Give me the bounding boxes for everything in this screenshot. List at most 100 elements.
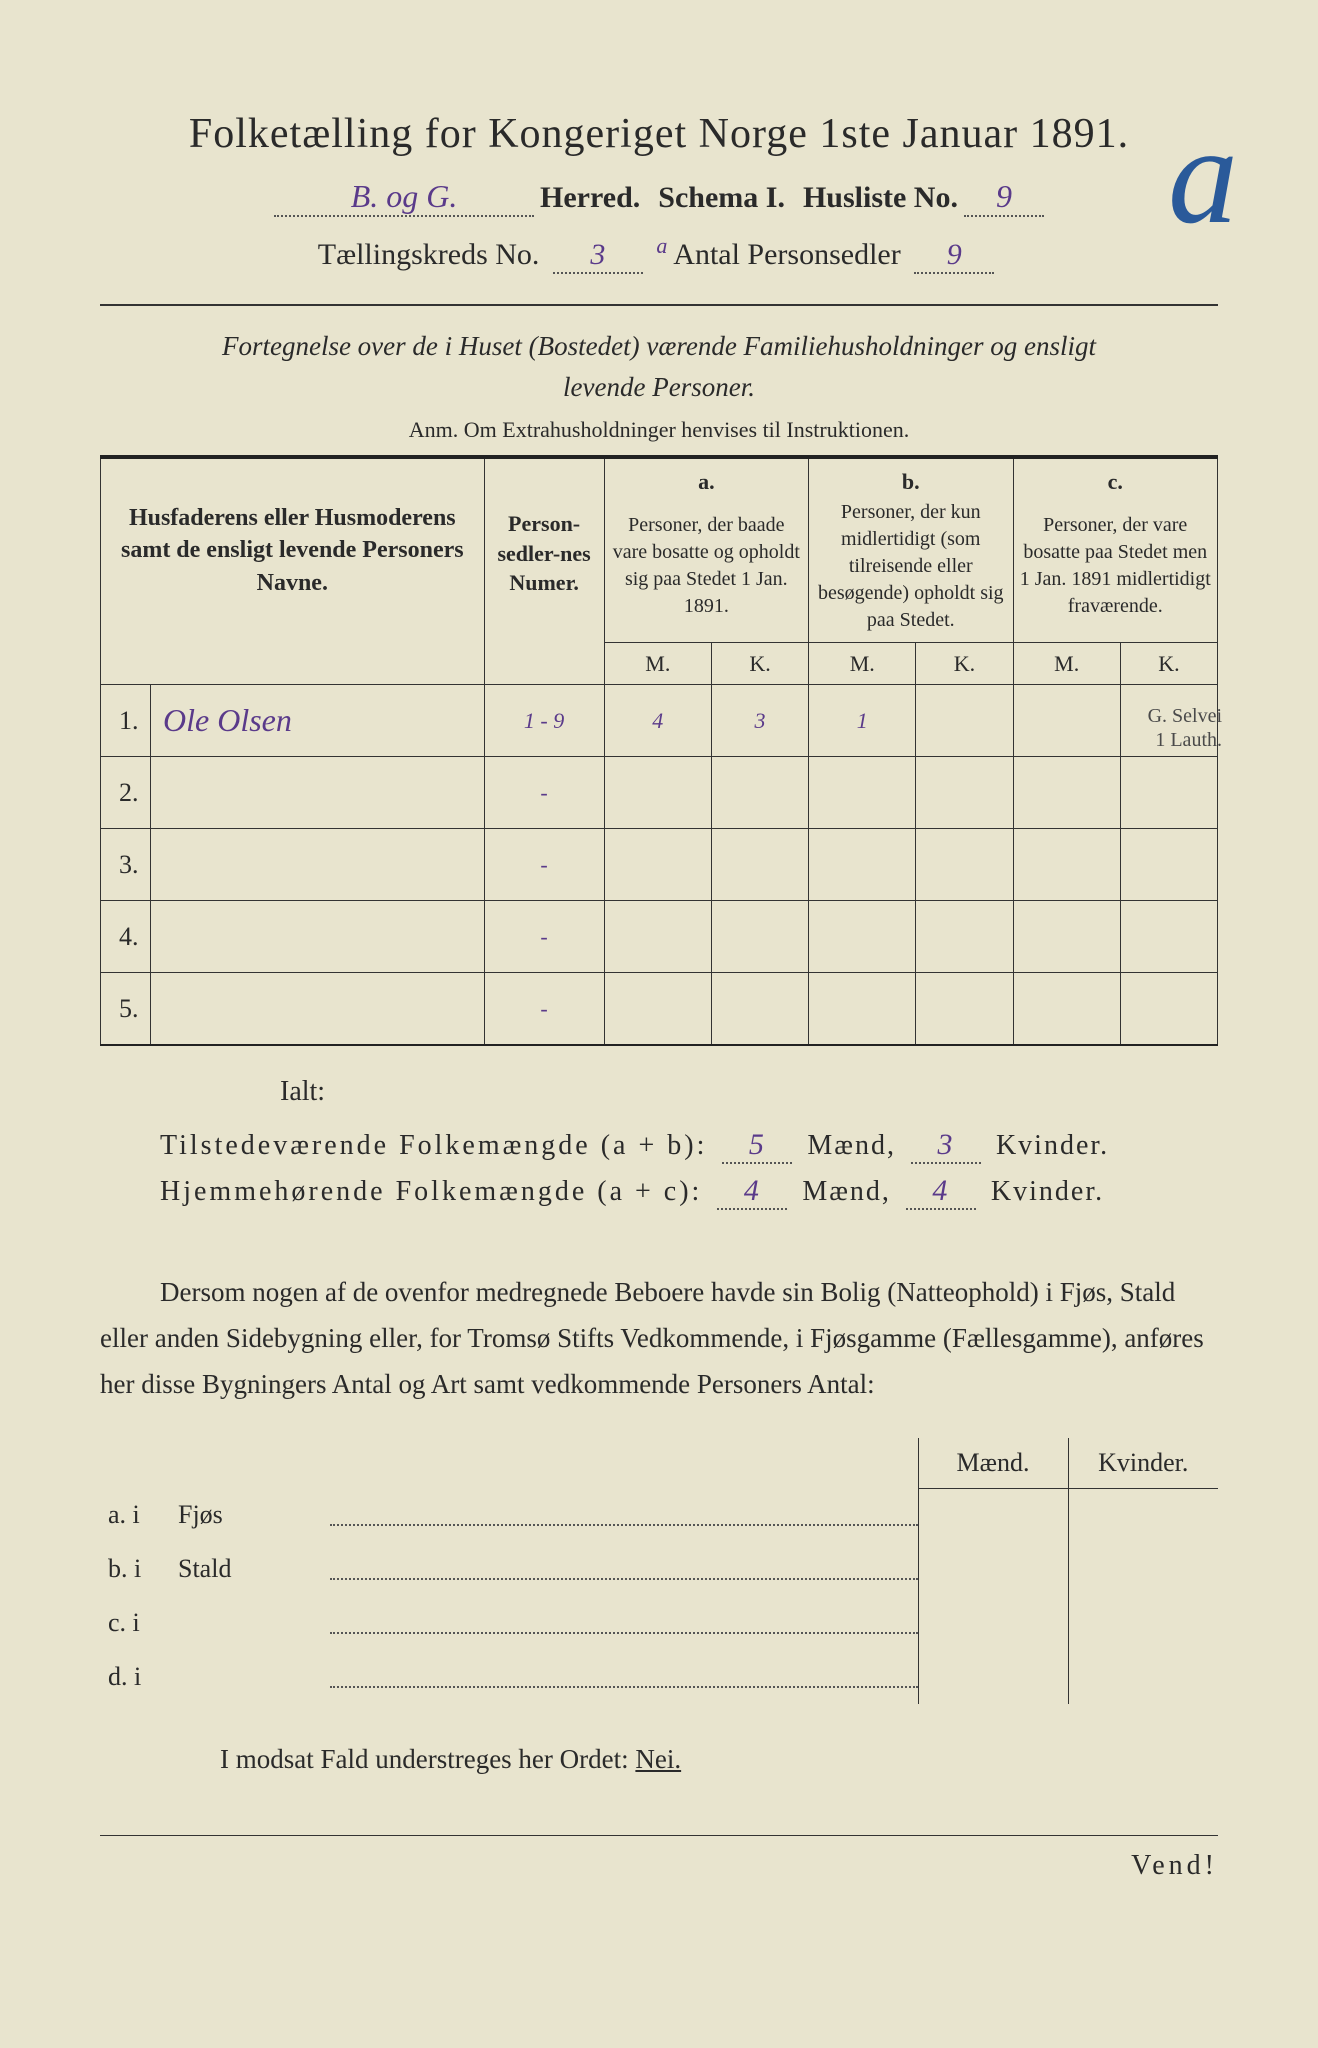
table-row: 4. - <box>101 901 1218 973</box>
sub-row-label: b. i <box>100 1542 170 1596</box>
maend-label-1: Mænd, <box>807 1130 896 1161</box>
row-a-m <box>604 829 711 901</box>
sub-row-m <box>918 1650 1068 1704</box>
page-mark-letter: a <box>1168 120 1238 232</box>
tilstede-label: Tilstedeværende Folkemængde (a + b): <box>160 1130 707 1161</box>
row-c-m <box>1013 829 1120 901</box>
row-a-m: 4 <box>604 685 711 757</box>
page-title: Folketælling for Kongeriget Norge 1ste J… <box>100 110 1218 158</box>
th-b-m: M. <box>809 642 916 685</box>
row-c-m <box>1013 757 1120 829</box>
sub-row-k <box>1068 1488 1218 1542</box>
sidebygning-table: Mænd. Kvinder. a. iFjøsb. iStaldc. id. i <box>100 1438 1218 1705</box>
sub-row-type <box>170 1650 330 1704</box>
sub-row-k <box>1068 1542 1218 1596</box>
margin-note-2: 1 Lauth. <box>1155 729 1222 751</box>
row-num: 2. <box>101 757 151 829</box>
modsat-line: I modsat Fald understreges her Ordet: Ne… <box>220 1744 1218 1775</box>
row-b-m <box>809 757 916 829</box>
row-b-m <box>809 973 916 1045</box>
sub-row-dots <box>330 1650 918 1704</box>
row-b-k <box>916 685 1013 757</box>
row-b-k <box>916 973 1013 1045</box>
sub-row-label: d. i <box>100 1650 170 1704</box>
row-name <box>151 757 485 829</box>
row-a-k <box>712 901 809 973</box>
anm-note: Anm. Om Extrahusholdninger henvises til … <box>100 417 1218 443</box>
row-numer: - <box>484 901 604 973</box>
sub-row-type: Fjøs <box>170 1488 330 1542</box>
kvinder-label-1: Kvinder. <box>996 1130 1109 1161</box>
row-c-k <box>1120 829 1217 901</box>
th-a-m: M. <box>604 642 711 685</box>
sub-row-m <box>918 1596 1068 1650</box>
row-name <box>151 829 485 901</box>
row-name <box>151 973 485 1045</box>
sub-row: b. iStald <box>100 1542 1218 1596</box>
row-num: 3. <box>101 829 151 901</box>
header-line-3: Tællingskreds No. 3 a Antal Personsedler… <box>100 233 1218 274</box>
sub-row-dots <box>330 1488 918 1542</box>
row-a-k <box>712 973 809 1045</box>
sub-row-k <box>1068 1596 1218 1650</box>
husliste-label: Husliste No. <box>803 181 958 215</box>
sub-row: a. iFjøs <box>100 1488 1218 1542</box>
census-table: Husfaderens eller Husmoderens samt de en… <box>100 455 1218 1046</box>
modsat-nei: Nei. <box>635 1744 681 1774</box>
ialt-label: Ialt: <box>280 1076 1218 1108</box>
sub-row-type: Stald <box>170 1542 330 1596</box>
row-num: 1. <box>101 685 151 757</box>
row-name <box>151 901 485 973</box>
row-b-m: 1 <box>809 685 916 757</box>
row-c-k <box>1120 901 1217 973</box>
row-numer: 1 - 9 <box>484 685 604 757</box>
modsat-text: I modsat Fald understreges her Ordet: <box>220 1744 629 1774</box>
kreds-no: 3 <box>553 238 643 274</box>
row-c-m <box>1013 685 1120 757</box>
kreds-label: Tællingskreds No. <box>318 238 540 271</box>
row-a-k <box>712 757 809 829</box>
th-c-label: c. <box>1013 457 1218 499</box>
th-b-desc: Personer, der kun midlertidigt (som tilr… <box>809 499 1013 643</box>
sub-row-k <box>1068 1650 1218 1704</box>
th-numer: Person-sedler-nes Numer. <box>484 457 604 642</box>
dersom-paragraph: Dersom nogen af de ovenfor medregnede Be… <box>100 1270 1218 1408</box>
table-row: 1.Ole Olsen1 - 9431 <box>101 685 1218 757</box>
row-a-k <box>712 829 809 901</box>
th-c-m: M. <box>1013 642 1120 685</box>
husliste-no: 9 <box>964 178 1044 217</box>
row-b-k <box>916 757 1013 829</box>
hjemme-k: 4 <box>906 1174 976 1210</box>
row-b-k <box>916 829 1013 901</box>
divider <box>100 304 1218 306</box>
sub-row: d. i <box>100 1650 1218 1704</box>
row-c-m <box>1013 973 1120 1045</box>
sub-row: c. i <box>100 1596 1218 1650</box>
row-num: 4. <box>101 901 151 973</box>
th-a-desc: Personer, der baade vare bosatte og opho… <box>604 499 808 643</box>
sub-th-kvinder: Kvinder. <box>1068 1438 1218 1489</box>
sub-row-m <box>918 1488 1068 1542</box>
row-numer: - <box>484 973 604 1045</box>
hjemme-label: Hjemmehørende Folkemængde (a + c): <box>160 1176 702 1207</box>
th-c-desc: Personer, der vare bosatte paa Stedet me… <box>1013 499 1218 643</box>
th-c-k: K. <box>1120 642 1217 685</box>
kvinder-label-2: Kvinder. <box>991 1176 1104 1207</box>
sub-row-type <box>170 1596 330 1650</box>
margin-note-1: G. Selvei <box>1148 705 1222 727</box>
row-a-m <box>604 973 711 1045</box>
fortegnelse-line2: levende Personer. <box>100 367 1218 408</box>
row-a-m <box>604 901 711 973</box>
tilstede-m: 5 <box>722 1128 792 1164</box>
maend-label-2: Mænd, <box>802 1176 891 1207</box>
sub-row-m <box>918 1542 1068 1596</box>
row-c-k <box>1120 973 1217 1045</box>
antal-label: Antal Personsedler <box>673 238 900 271</box>
row-name: Ole Olsen <box>151 685 485 757</box>
herred-value: B. og G. <box>274 178 534 217</box>
th-a-k: K. <box>712 642 809 685</box>
table-row: 3.- <box>101 829 1218 901</box>
row-num: 5. <box>101 973 151 1045</box>
th-name: Husfaderens eller Husmoderens samt de en… <box>101 457 485 642</box>
sub-row-dots <box>330 1596 918 1650</box>
